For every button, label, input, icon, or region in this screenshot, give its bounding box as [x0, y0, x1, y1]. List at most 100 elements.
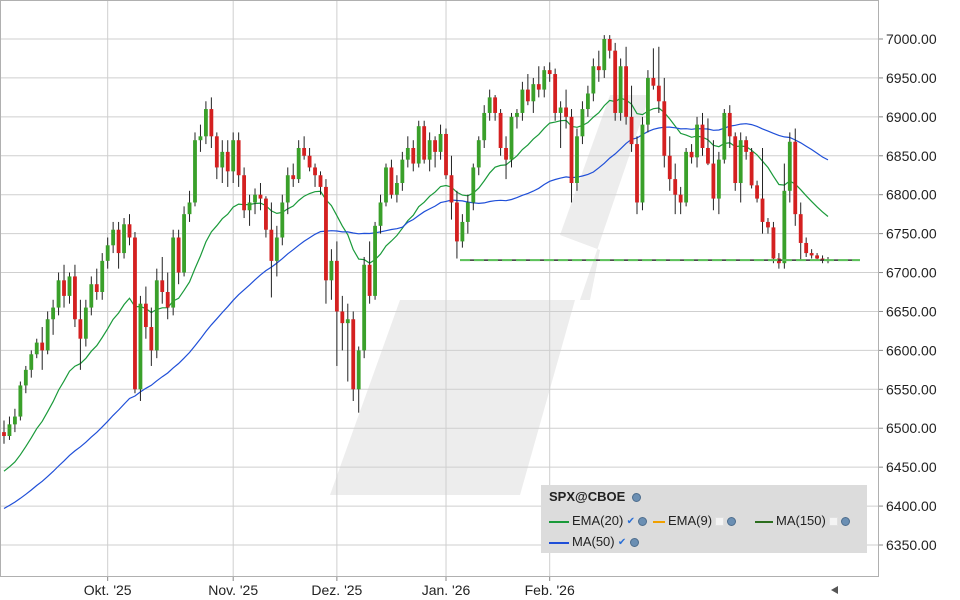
candle [427, 132, 432, 172]
candle [422, 120, 427, 164]
candle-body-up [329, 260, 334, 281]
candle-body-up [171, 237, 176, 308]
candle-body-up [13, 416, 17, 425]
candle [149, 307, 154, 366]
candle [706, 118, 710, 166]
candle [433, 136, 438, 168]
candle [689, 144, 694, 164]
candle-body-up [356, 350, 361, 390]
scroll-right-icon[interactable] [831, 586, 838, 594]
ema20-check-icon[interactable]: ✔ [626, 516, 635, 528]
candle [127, 214, 132, 246]
candle [646, 70, 650, 133]
candle-body-down [236, 140, 241, 176]
legend-item-ema9[interactable]: EMA(9) [653, 512, 737, 530]
candle-body-up [29, 354, 34, 370]
candle [618, 58, 623, 121]
ma50-check-icon[interactable]: ✔ [617, 537, 627, 549]
candle [56, 272, 61, 316]
x-tick-label: Dez. '25 [311, 582, 362, 598]
candle-body-up [231, 140, 236, 172]
candle-body-down [411, 147, 416, 164]
candle-body-up [618, 66, 623, 113]
ma50-settings-icon[interactable] [629, 538, 639, 548]
candle [45, 311, 50, 355]
candle-body-down [711, 163, 716, 199]
legend-item-ma50[interactable]: MA(50) ✔ [549, 533, 639, 551]
candle-body-down [749, 151, 754, 186]
candle [209, 97, 214, 148]
candle [214, 132, 219, 180]
ema9-check-icon[interactable] [715, 517, 725, 527]
candle-body-down [2, 432, 6, 437]
candle [83, 299, 88, 347]
candle-body-up [111, 229, 116, 246]
ma150-settings-icon[interactable] [840, 517, 850, 527]
candle [253, 188, 257, 215]
candle [378, 194, 383, 234]
ma150-check-icon[interactable] [828, 517, 838, 527]
candle [760, 147, 765, 234]
candle [318, 171, 323, 195]
ema20-swatch [549, 520, 569, 523]
candle-body-down [302, 147, 307, 156]
candle [700, 112, 705, 156]
candle-body-up [138, 303, 143, 390]
candle-body-down [804, 242, 809, 254]
candle [143, 286, 148, 339]
candle [351, 311, 356, 401]
candle-body-down [553, 74, 558, 113]
candle [34, 338, 39, 359]
candle-body-up [591, 66, 596, 94]
candle-body-up [45, 319, 50, 351]
candle [766, 218, 770, 234]
candle [384, 163, 388, 207]
candles [2, 35, 830, 444]
candle-body-up [83, 307, 88, 339]
candle [515, 109, 519, 129]
candle [656, 46, 661, 113]
candle [624, 46, 629, 125]
candle [509, 112, 514, 168]
ema9-swatch [653, 520, 665, 523]
candle-body-down [340, 311, 345, 324]
candle-body-up [580, 109, 585, 137]
symbol-settings-icon[interactable] [631, 493, 641, 503]
ema20-settings-icon[interactable] [638, 517, 648, 527]
candle [438, 124, 443, 160]
candle-body-up [575, 136, 579, 184]
candle [684, 147, 689, 207]
candle [444, 128, 448, 180]
candle [225, 140, 230, 187]
candle [62, 264, 66, 308]
y-tick-label: 6350.00 [886, 537, 937, 553]
candle-body-up [34, 342, 39, 355]
candle-body-up [438, 133, 443, 152]
y-tick-label: 6550.00 [886, 381, 937, 397]
candle-body-down [498, 112, 503, 148]
candle-body-down [733, 136, 738, 184]
candle-body-up [509, 116, 514, 160]
candle-body-up [531, 84, 536, 102]
ma50-label: MA(50) [572, 534, 615, 549]
legend-item-ma150[interactable]: MA(150) [755, 512, 850, 530]
candle [662, 77, 667, 168]
candle-body-down [149, 327, 154, 351]
candle [2, 420, 6, 444]
x-tick-label: Okt. '25 [84, 582, 132, 598]
ma50-line [3, 123, 829, 510]
candle [613, 42, 618, 121]
y-axis: 7000.00 6950.00 6900.00 6850.00 6800.00 6750.… [878, 31, 937, 553]
candle [744, 136, 749, 160]
candle [482, 105, 487, 148]
candle [455, 190, 459, 259]
candle [367, 241, 372, 304]
y-tick-label: 6650.00 [886, 303, 937, 319]
y-tick-label: 7000.00 [886, 31, 937, 47]
candle [722, 109, 727, 164]
candle [782, 163, 787, 269]
legend-item-ema20[interactable]: EMA(20) ✔ [549, 512, 648, 530]
candle-body-down [116, 229, 121, 254]
candle-body-down [525, 89, 530, 102]
ema9-settings-icon[interactable] [727, 517, 737, 527]
